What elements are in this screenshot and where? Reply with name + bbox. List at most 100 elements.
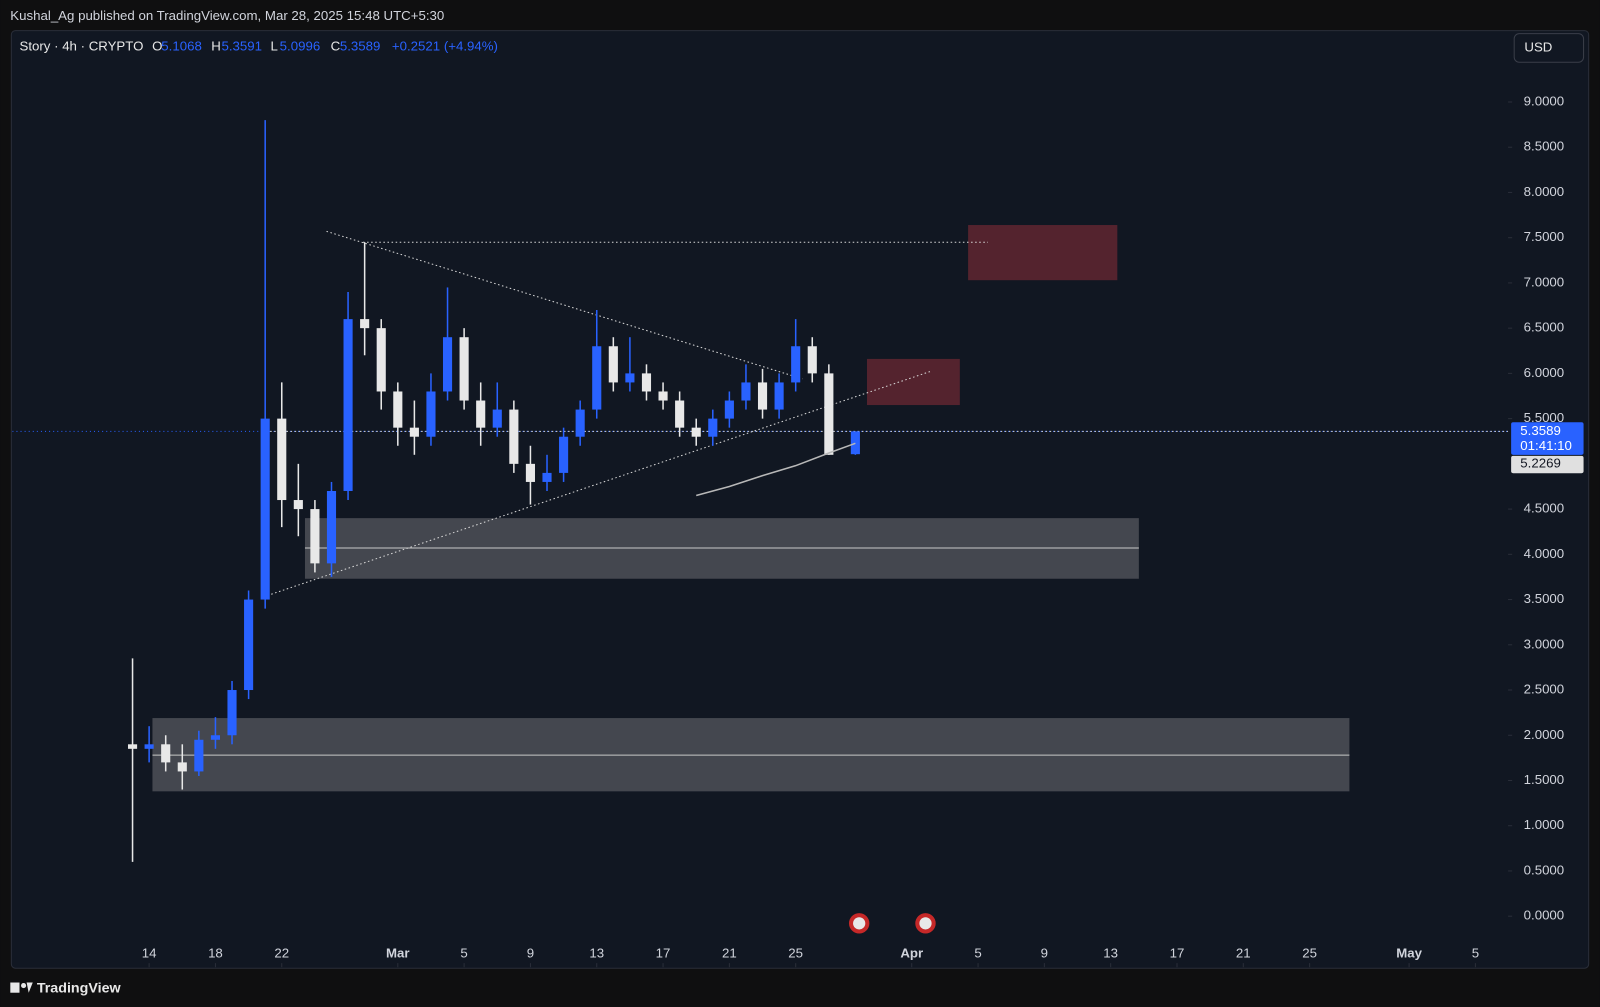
footer-brand: TradingView (37, 980, 122, 996)
candle-body (774, 382, 784, 410)
candle-body (376, 328, 386, 392)
x-tick-label: 14 (142, 945, 157, 960)
candle-body (807, 346, 817, 374)
ma-label: 5.2269 (1520, 456, 1561, 471)
candle-body (210, 735, 221, 740)
candle-body (559, 436, 569, 473)
y-tick-label: 7.0000 (1524, 274, 1565, 289)
candle-body (459, 337, 469, 401)
chart-panel (10, 30, 1590, 969)
legend-key: H (211, 38, 221, 53)
candle-body (641, 373, 652, 392)
candle-body (691, 427, 701, 437)
candle-body (658, 391, 668, 401)
candle-body (492, 409, 502, 428)
trend-line (263, 371, 931, 598)
x-tick-label: 17 (1170, 945, 1185, 960)
legend-open: 5.1068 (161, 38, 202, 53)
legend-low: 5.0996 (280, 38, 321, 53)
candle-body (442, 337, 453, 392)
candle-body (525, 463, 535, 482)
y-tick-label: 1.0000 (1524, 817, 1565, 832)
event-icon[interactable] (915, 913, 936, 934)
candle-body (310, 509, 320, 564)
price-label: 5.3589 (1520, 423, 1561, 438)
x-tick-label: 9 (1041, 945, 1048, 960)
legend-close: 5.3589 (340, 38, 381, 53)
candle-body (426, 391, 436, 437)
currency-button[interactable] (1513, 33, 1585, 63)
x-tick-label: 21 (722, 945, 737, 960)
ma-label-box (1511, 455, 1584, 474)
candle-body (675, 400, 685, 428)
candle-body (227, 690, 237, 736)
candle-body (360, 319, 370, 329)
candle-body (260, 418, 270, 600)
y-tick-label: 3.0000 (1524, 636, 1565, 651)
candle-body (824, 373, 834, 455)
candle-body (127, 744, 138, 749)
candle-body (161, 744, 171, 763)
candle-body (476, 400, 486, 428)
x-tick-label: 25 (1302, 945, 1317, 960)
candle-body (194, 739, 204, 772)
header: Kushal_Ag published on TradingView.com, … (10, 8, 444, 23)
candle-body (244, 599, 254, 691)
x-tick-label: Apr (900, 945, 923, 960)
candle-body (741, 382, 751, 401)
y-tick-label: 4.0000 (1524, 546, 1565, 561)
x-tick-label: May (1396, 945, 1422, 960)
x-tick-label: 9 (527, 945, 534, 960)
candle-body (144, 744, 154, 749)
zone (968, 225, 1118, 281)
countdown: 01:41:10 (1520, 438, 1572, 453)
y-tick-label: 0.0000 (1524, 908, 1565, 923)
moving-average (696, 442, 856, 497)
legend-key: C (331, 38, 341, 53)
logo (10, 982, 33, 993)
legend-key: L (270, 38, 277, 53)
y-tick-label: 4.5000 (1524, 501, 1565, 516)
x-tick-label: 5 (1472, 945, 1479, 960)
zone (866, 358, 960, 406)
candle-body (791, 346, 801, 383)
legend-change: +0.2521 (+4.94%) (392, 38, 498, 53)
y-tick-label: 8.0000 (1524, 184, 1565, 199)
plot-area (12, 120, 1509, 862)
candle-body (850, 431, 860, 455)
x-tick-label: 25 (788, 945, 803, 960)
y-tick-label: 6.0000 (1524, 365, 1565, 380)
currency: USD (1524, 39, 1552, 54)
x-tick-label: 13 (589, 945, 604, 960)
event-icon[interactable] (848, 913, 870, 934)
x-tick-label: 17 (656, 945, 671, 960)
x-tick-label: 13 (1103, 945, 1118, 960)
symbol: Story · 4h · CRYPTO (19, 38, 143, 53)
y-tick-label: 9.0000 (1524, 93, 1565, 108)
y-tick-label: 8.5000 (1524, 139, 1565, 154)
candle-body (343, 319, 353, 491)
x-tick-label: Mar (386, 945, 410, 960)
trend-line (326, 230, 803, 380)
candle-body (326, 490, 337, 564)
x-tick-label: 5 (460, 945, 467, 960)
candle-body (177, 762, 187, 772)
y-tick-label: 1.5000 (1524, 772, 1565, 787)
y-tick-label: 0.5000 (1524, 862, 1565, 877)
price-label-box (1511, 422, 1584, 455)
x-tick-label: 21 (1236, 945, 1251, 960)
legend-high: 5.3591 (222, 38, 263, 53)
candle-body (608, 346, 618, 383)
y-tick-label: 7.5000 (1524, 229, 1565, 244)
candle-body (724, 400, 734, 419)
y-tick-label: 2.5000 (1524, 682, 1565, 697)
candle-body (277, 418, 287, 501)
candle-body (708, 418, 718, 437)
y-tick-label: 6.5000 (1524, 320, 1565, 335)
candle-body (509, 409, 519, 464)
x-tick-label: 22 (274, 945, 289, 960)
legend-key: O (152, 38, 162, 53)
y-tick-label: 2.0000 (1524, 727, 1565, 742)
